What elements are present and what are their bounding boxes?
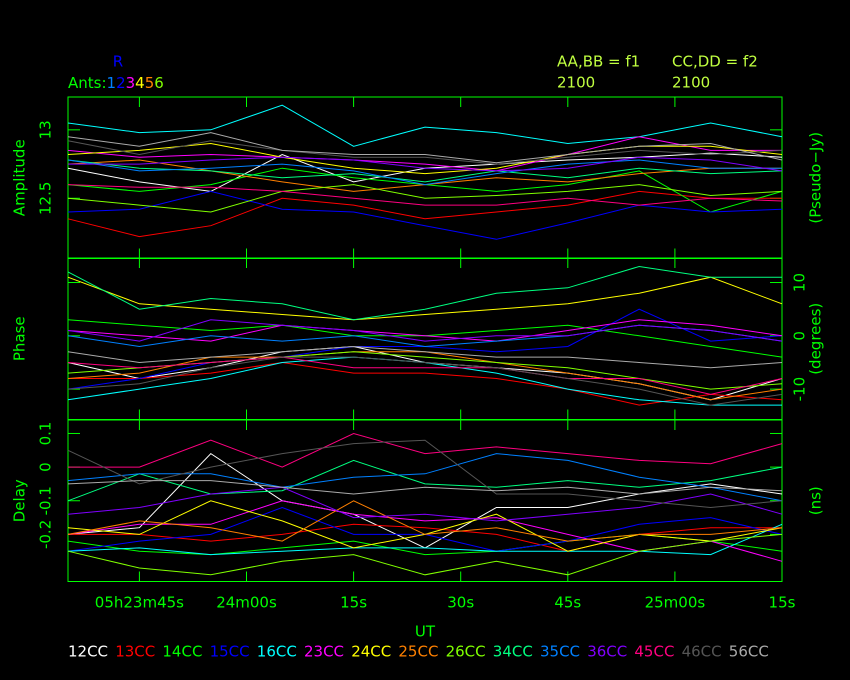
x-tick-label: 24m00s bbox=[216, 594, 277, 612]
ants-prefix: Ants: bbox=[68, 74, 107, 92]
series-line bbox=[67, 533, 783, 576]
series-line bbox=[67, 356, 783, 395]
series-line bbox=[67, 345, 783, 369]
series-line bbox=[67, 190, 782, 238]
y-tick-label: 0 bbox=[37, 462, 55, 472]
legend-entry: 45CC bbox=[634, 643, 674, 661]
series-line bbox=[67, 265, 782, 321]
series-line bbox=[67, 500, 783, 542]
legend-entry: 15CC bbox=[210, 643, 250, 661]
series-line bbox=[67, 459, 783, 502]
series-line bbox=[67, 104, 783, 147]
legend-entry: 25CC bbox=[398, 643, 438, 661]
legend-entry: 56CC bbox=[729, 643, 769, 661]
y-tick-label: -0.2 bbox=[37, 520, 55, 549]
ant-number: 1 bbox=[107, 74, 117, 92]
y-axis-label: Delay bbox=[11, 479, 29, 522]
ant-number: 5 bbox=[145, 74, 155, 92]
series-line bbox=[67, 190, 783, 240]
legend-entry: 35CC bbox=[540, 643, 580, 661]
x-tick-label: 30s bbox=[447, 594, 474, 612]
y2-axis-label: (Pseudo−Jy) bbox=[807, 132, 825, 224]
x-axis-label: UT bbox=[415, 623, 436, 641]
chan-right: 2100 bbox=[672, 74, 710, 92]
legend-entry: 34CC bbox=[493, 643, 533, 661]
series-line bbox=[67, 184, 783, 213]
series-line bbox=[67, 319, 783, 342]
y2-axis-label: (ns) bbox=[807, 486, 825, 515]
y-tick-label: 12.5 bbox=[37, 182, 55, 215]
freq-right: CC,DD = f2 bbox=[672, 53, 758, 71]
y2-axis-label: (degrees) bbox=[807, 303, 825, 375]
ant-number: 6 bbox=[154, 74, 164, 92]
legend-entry: 24CC bbox=[351, 643, 391, 661]
ants-label: Ants:123456 bbox=[68, 74, 164, 92]
legend-entry: 12CC bbox=[68, 643, 108, 661]
series-line bbox=[67, 136, 782, 172]
y-tick-label: 13 bbox=[37, 120, 55, 139]
series-line bbox=[67, 453, 783, 502]
series-line bbox=[67, 480, 783, 495]
reference-label: R bbox=[113, 53, 123, 71]
series-line bbox=[67, 276, 783, 321]
series-line bbox=[67, 439, 783, 509]
ant-number: 3 bbox=[126, 74, 136, 92]
x-tick-label: 15s bbox=[769, 594, 796, 612]
series-line bbox=[68, 156, 783, 172]
freq-left: AA,BB = f1 bbox=[557, 53, 640, 71]
legend-entry: 26CC bbox=[446, 643, 486, 661]
chan-left: 2100 bbox=[557, 74, 595, 92]
legend-entry: 13CC bbox=[115, 643, 155, 661]
series-line bbox=[67, 523, 783, 556]
series-line bbox=[67, 356, 783, 406]
y-tick-label: 10 bbox=[791, 273, 809, 292]
legend-entry: 16CC bbox=[257, 643, 297, 661]
y-tick-label: 0.1 bbox=[37, 422, 55, 446]
legend-entry: 46CC bbox=[682, 643, 722, 661]
ant-number: 4 bbox=[135, 74, 145, 92]
series-line bbox=[67, 184, 783, 206]
legend-entry: 14CC bbox=[162, 643, 202, 661]
y-axis-label: Amplitude bbox=[11, 139, 29, 216]
x-tick-label: 25m00s bbox=[645, 594, 706, 612]
x-tick-label: 45s bbox=[554, 594, 581, 612]
series-line bbox=[68, 432, 783, 468]
y-tick-label: -10 bbox=[791, 377, 809, 402]
series-line bbox=[67, 159, 782, 186]
y-tick-label: -0.1 bbox=[37, 486, 55, 515]
series-line bbox=[67, 140, 783, 165]
legend-entry: 36CC bbox=[587, 643, 627, 661]
legend-entry: 23CC bbox=[304, 643, 344, 661]
x-tick-label: 05h23m45s bbox=[95, 594, 184, 612]
series-line bbox=[67, 132, 783, 164]
series-line bbox=[67, 159, 783, 183]
x-tick-label: 15s bbox=[340, 594, 367, 612]
y-tick-label: 0 bbox=[791, 331, 809, 341]
series-line bbox=[68, 523, 782, 552]
y-axis-label: Phase bbox=[11, 316, 29, 361]
ant-number: 2 bbox=[116, 74, 126, 92]
